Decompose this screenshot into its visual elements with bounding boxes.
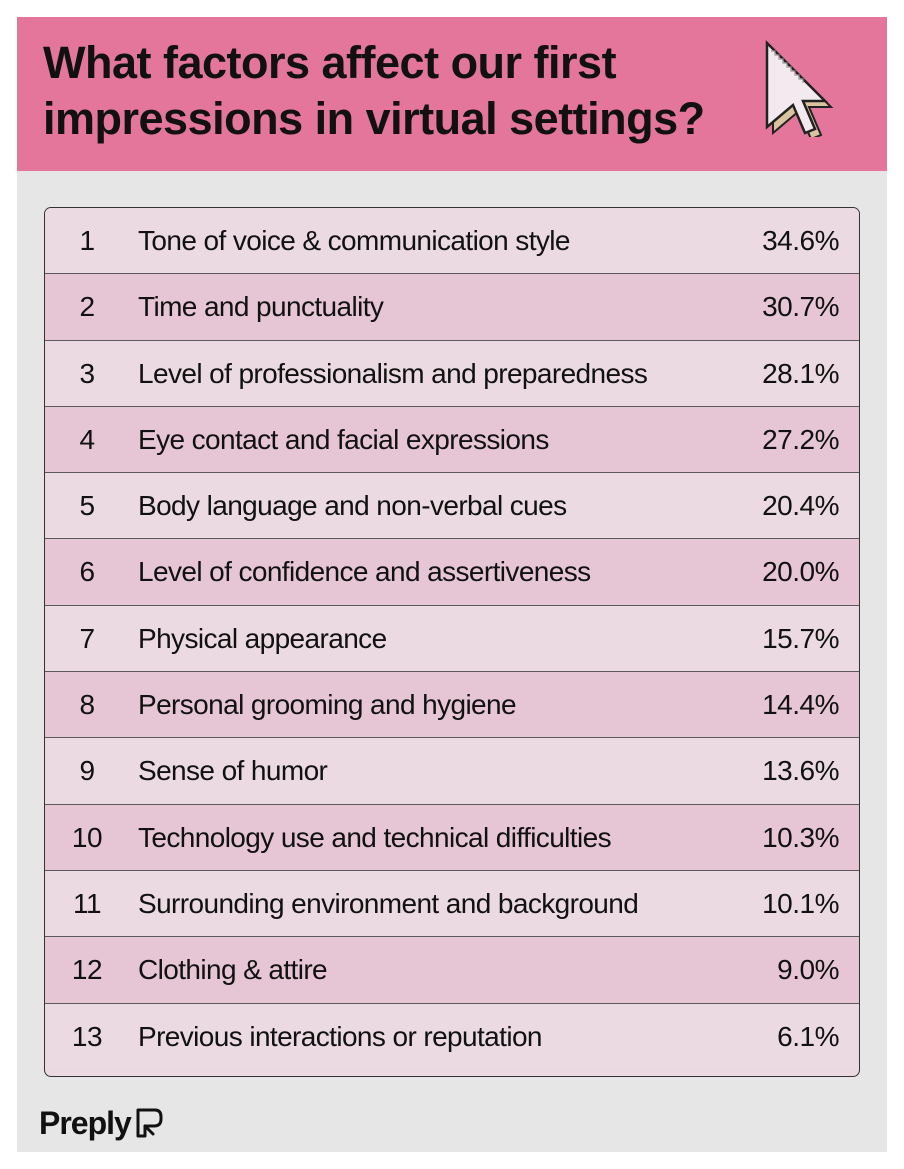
row-value: 20.0% (762, 556, 839, 588)
header-banner: What factors affect our first impression… (17, 17, 887, 171)
row-factor: Tone of voice & communication style (138, 225, 570, 256)
row-factor: Level of professionalism and preparednes… (138, 357, 648, 389)
row-rank: 10 (71, 821, 103, 853)
row-factor: Eye contact and facial expressions (138, 423, 549, 455)
row-value: 20.4% (762, 490, 839, 522)
table-row: 12 Clothing & attire 9.0% (45, 937, 859, 1004)
brand-name: Preply (39, 1104, 132, 1141)
infographic-card: What factors affect our first impression… (17, 17, 887, 1152)
row-factor: Previous interactions or reputation (138, 1020, 543, 1052)
factors-table: 1 Tone of voice & communication style 34.6… (44, 207, 860, 1077)
table-row: 7 Physical appearance 15.7% (45, 605, 859, 673)
row-rank: 1 (79, 225, 95, 256)
row-rank: 13 (71, 1020, 103, 1052)
row-factor: Clothing & attire (138, 954, 328, 986)
table-row: 8 Personal grooming and hygiene 14.4% (45, 672, 859, 739)
row-value: 27.2% (762, 423, 839, 455)
row-factor: Surrounding environment and background (138, 887, 639, 919)
table-row: 10 Technology use and technical difficult… (45, 804, 859, 871)
row-value: 28.1% (762, 357, 839, 389)
table-row: 11 Surrounding environment and background… (45, 870, 859, 938)
row-rank: 5 (79, 490, 95, 522)
preply-logo-icon (136, 1108, 163, 1138)
row-rank: 6 (79, 556, 95, 588)
page-title: What factors affect our first impression… (43, 37, 705, 144)
row-value: 34.6% (762, 225, 839, 256)
row-rank: 3 (79, 357, 95, 389)
row-rank: 7 (79, 622, 95, 654)
row-factor: Time and punctuality (138, 291, 384, 323)
row-value: 13.6% (762, 755, 839, 787)
row-rank: 12 (71, 954, 103, 986)
row-factor: Technology use and technical difficultie… (138, 821, 612, 853)
table-row: 4 Eye contact and facial expressions 27.2% (45, 406, 859, 474)
table-row: 6 Level of confidence and assertiveness 20… (45, 539, 859, 606)
row-rank: 11 (72, 887, 102, 919)
table-row: 2 Time and punctuality 30.7% (45, 274, 859, 341)
row-value: 9.0% (777, 954, 839, 986)
brand-logo: Preply (39, 1103, 163, 1143)
row-rank: 4 (79, 423, 95, 455)
row-value: 14.4% (762, 689, 839, 721)
table-row: 5 Body language and non-verbal cues 20.4% (45, 473, 859, 540)
table-row: 3 Level of professionalism and preparedne… (45, 340, 859, 407)
table-row: 9 Sense of humor 13.6% (45, 738, 859, 805)
table-row: 1 Tone of voice & communication style 34.6… (45, 208, 859, 275)
row-value: 10.1% (762, 887, 839, 919)
mouse-cursor-icon (765, 39, 834, 137)
row-value: 10.3% (762, 821, 839, 853)
row-value: 30.7% (762, 291, 839, 323)
row-value: 15.7% (762, 622, 839, 654)
row-factor: Level of confidence and assertiveness (138, 556, 591, 588)
row-rank: 9 (79, 755, 95, 787)
row-factor: Personal grooming and hygiene (138, 689, 517, 721)
table-row: 13 Previous interactions or reputation 6.1… (45, 1003, 859, 1070)
row-rank: 8 (79, 689, 95, 721)
row-factor: Sense of humor (138, 755, 328, 787)
row-rank: 2 (79, 291, 95, 323)
row-factor: Body language and non-verbal cues (138, 490, 567, 522)
row-value: 6.1% (777, 1020, 839, 1052)
row-factor: Physical appearance (138, 622, 387, 654)
